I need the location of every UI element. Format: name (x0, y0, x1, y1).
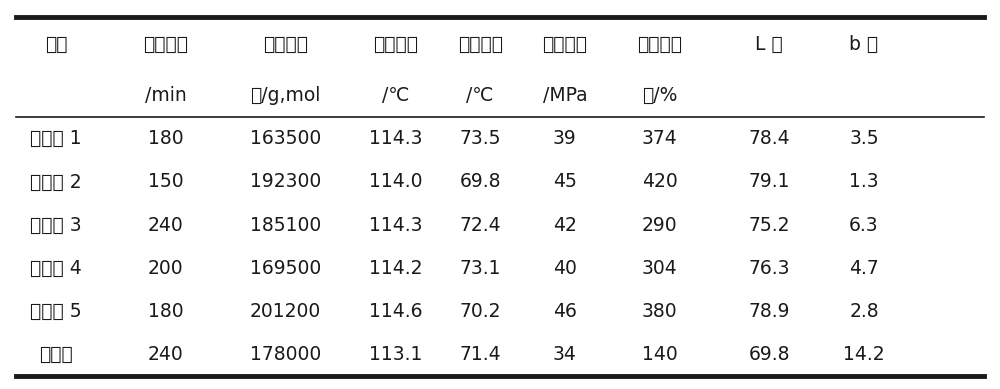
Text: 39: 39 (553, 129, 577, 148)
Text: 178000: 178000 (250, 345, 321, 364)
Text: 缩聚时间: 缩聚时间 (143, 35, 188, 54)
Text: 72.4: 72.4 (459, 216, 501, 235)
Text: 重均分子: 重均分子 (263, 35, 308, 54)
Text: 3.5: 3.5 (849, 129, 879, 148)
Text: 实施例 5: 实施例 5 (30, 302, 82, 321)
Text: 实施例 2: 实施例 2 (30, 172, 82, 191)
Text: 185100: 185100 (250, 216, 321, 235)
Text: 46: 46 (553, 302, 577, 321)
Text: 1.3: 1.3 (849, 172, 879, 191)
Text: 14.2: 14.2 (843, 345, 885, 364)
Text: 42: 42 (553, 216, 577, 235)
Text: 实施例 1: 实施例 1 (30, 129, 82, 148)
Text: 114.2: 114.2 (369, 259, 422, 278)
Text: 169500: 169500 (250, 259, 321, 278)
Text: 180: 180 (148, 129, 184, 148)
Text: 192300: 192300 (250, 172, 321, 191)
Text: 114.6: 114.6 (369, 302, 422, 321)
Text: 200: 200 (148, 259, 184, 278)
Text: 73.1: 73.1 (459, 259, 501, 278)
Text: 290: 290 (642, 216, 677, 235)
Text: 实施例 3: 实施例 3 (30, 216, 82, 235)
Text: 114.3: 114.3 (369, 216, 422, 235)
Text: 150: 150 (148, 172, 184, 191)
Text: 76.3: 76.3 (748, 259, 790, 278)
Text: 240: 240 (148, 216, 184, 235)
Text: 79.1: 79.1 (748, 172, 790, 191)
Text: 率/%: 率/% (642, 86, 677, 105)
Text: 2.8: 2.8 (849, 302, 879, 321)
Text: 4.7: 4.7 (849, 259, 879, 278)
Text: 6.3: 6.3 (849, 216, 879, 235)
Text: 420: 420 (642, 172, 677, 191)
Text: 78.4: 78.4 (748, 129, 790, 148)
Text: 样品: 样品 (45, 35, 67, 54)
Text: 78.9: 78.9 (748, 302, 790, 321)
Text: 73.5: 73.5 (459, 129, 501, 148)
Text: /min: /min (145, 86, 187, 105)
Text: 201200: 201200 (250, 302, 321, 321)
Text: 180: 180 (148, 302, 184, 321)
Text: 75.2: 75.2 (748, 216, 790, 235)
Text: 114.0: 114.0 (369, 172, 422, 191)
Text: 34: 34 (553, 345, 577, 364)
Text: 拉伸强度: 拉伸强度 (542, 35, 587, 54)
Text: /℃: /℃ (382, 86, 409, 105)
Text: 240: 240 (148, 345, 184, 364)
Text: 163500: 163500 (250, 129, 321, 148)
Text: b 值: b 值 (849, 35, 879, 54)
Text: 304: 304 (642, 259, 677, 278)
Text: L 值: L 值 (755, 35, 783, 54)
Text: 374: 374 (642, 129, 677, 148)
Text: 量/g,mol: 量/g,mol (250, 86, 321, 105)
Text: 结晶温度: 结晶温度 (458, 35, 503, 54)
Text: 380: 380 (642, 302, 677, 321)
Text: 140: 140 (642, 345, 677, 364)
Text: 实施例 4: 实施例 4 (30, 259, 82, 278)
Text: /MPa: /MPa (543, 86, 587, 105)
Text: 熔融温度: 熔融温度 (373, 35, 418, 54)
Text: 40: 40 (553, 259, 577, 278)
Text: 断裂伸长: 断裂伸长 (637, 35, 682, 54)
Text: 71.4: 71.4 (459, 345, 501, 364)
Text: 69.8: 69.8 (459, 172, 501, 191)
Text: 114.3: 114.3 (369, 129, 422, 148)
Text: 70.2: 70.2 (459, 302, 501, 321)
Text: 比较例: 比较例 (39, 345, 73, 364)
Text: 69.8: 69.8 (748, 345, 790, 364)
Text: 113.1: 113.1 (369, 345, 422, 364)
Text: /℃: /℃ (466, 86, 494, 105)
Text: 45: 45 (553, 172, 577, 191)
